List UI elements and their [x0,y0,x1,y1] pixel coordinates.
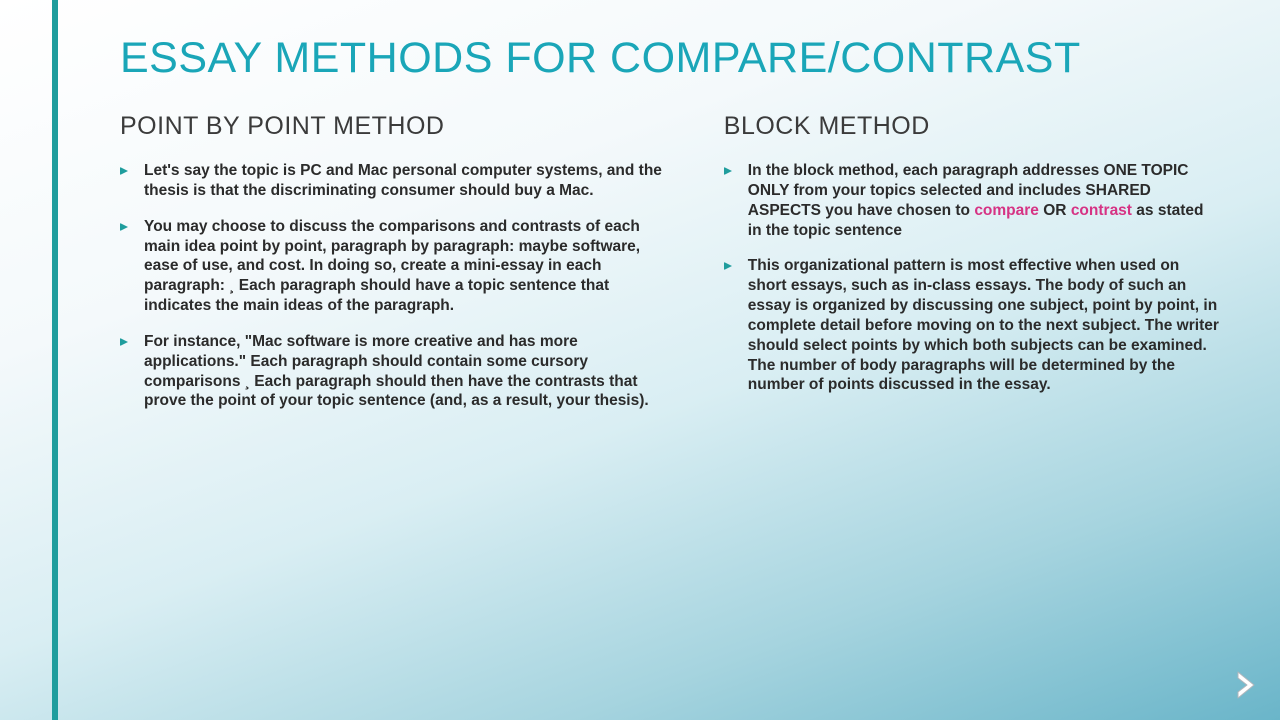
highlight-compare: compare [974,202,1039,219]
list-item: In the block method, each paragraph addr… [724,161,1220,240]
subheading-right: BLOCK METHOD [724,112,1220,141]
accent-bar [52,0,58,720]
bullet-list-right: In the block method, each paragraph addr… [724,161,1220,395]
list-item: For instance, "Mac software is more crea… [120,332,676,411]
bullet-list-left: Let's say the topic is PC and Mac person… [120,161,676,411]
columns: POINT BY POINT METHOD Let's say the topi… [120,112,1220,427]
next-slide-button[interactable] [1224,664,1266,706]
bullet-text: OR [1039,202,1071,219]
list-item: You may choose to discuss the comparison… [120,217,676,316]
chevron-right-icon [1228,668,1262,702]
column-point-by-point: POINT BY POINT METHOD Let's say the topi… [120,112,676,427]
list-item: This organizational pattern is most effe… [724,256,1220,395]
highlight-contrast: contrast [1071,202,1132,219]
page-title: ESSAY METHODS FOR COMPARE/CONTRAST [120,34,1220,82]
list-item: Let's say the topic is PC and Mac person… [120,161,676,201]
slide-content: ESSAY METHODS FOR COMPARE/CONTRAST POINT… [0,0,1280,457]
subheading-left: POINT BY POINT METHOD [120,112,676,141]
column-block-method: BLOCK METHOD In the block method, each p… [724,112,1220,427]
